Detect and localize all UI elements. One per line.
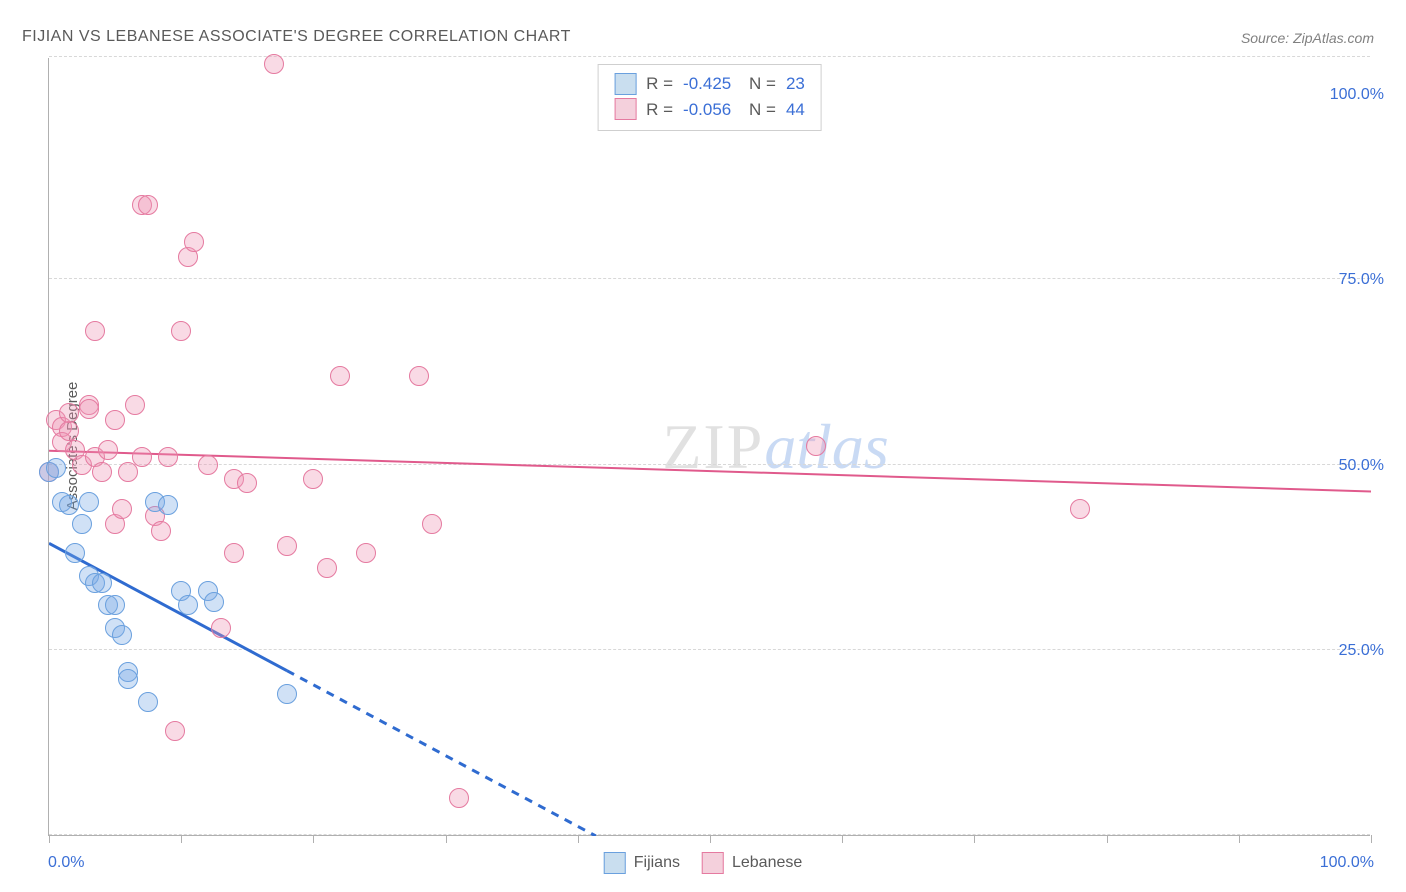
x-tick <box>974 835 975 843</box>
watermark: ZIPatlas <box>662 410 888 484</box>
trendline-fijians <box>287 671 596 836</box>
y-tick-label: 100.0% <box>1330 86 1384 104</box>
stat-n-label: N = <box>749 71 776 97</box>
data-point-fijians <box>112 625 132 645</box>
data-point-fijians <box>178 595 198 615</box>
legend-swatch <box>702 852 724 874</box>
gridline-h <box>49 56 1370 57</box>
y-tick-label: 50.0% <box>1339 457 1384 475</box>
data-point-lebanese <box>105 410 125 430</box>
x-tick <box>1239 835 1240 843</box>
correlation-stats-box: R = -0.425 N = 23 R = -0.056 N = 44 <box>597 64 822 131</box>
legend-item-lebanese: Lebanese <box>702 852 802 874</box>
x-tick <box>446 835 447 843</box>
legend-swatch <box>604 852 626 874</box>
stat-r-value: -0.056 <box>683 97 739 123</box>
data-point-fijians <box>46 458 66 478</box>
data-point-fijians <box>158 495 178 515</box>
data-point-fijians <box>65 543 85 563</box>
data-point-lebanese <box>317 558 337 578</box>
gridline-h <box>49 649 1370 650</box>
data-point-lebanese <box>98 440 118 460</box>
data-point-lebanese <box>409 366 429 386</box>
data-point-lebanese <box>277 536 297 556</box>
data-point-fijians <box>79 492 99 512</box>
data-point-lebanese <box>330 366 350 386</box>
legend-item-fijians: Fijians <box>604 852 680 874</box>
stats-swatch <box>614 73 636 95</box>
watermark-part1: ZIP <box>662 411 764 482</box>
data-point-lebanese <box>224 543 244 563</box>
stat-r-value: -0.425 <box>683 71 739 97</box>
legend-label: Lebanese <box>732 854 802 872</box>
data-point-lebanese <box>211 618 231 638</box>
data-point-lebanese <box>422 514 442 534</box>
stat-r-label: R = <box>646 71 673 97</box>
legend-label: Fijians <box>634 854 680 872</box>
data-point-lebanese <box>303 469 323 489</box>
data-point-lebanese <box>356 543 376 563</box>
gridline-h <box>49 278 1370 279</box>
data-point-lebanese <box>806 436 826 456</box>
data-point-lebanese <box>264 54 284 74</box>
legend: Fijians Lebanese <box>604 852 803 874</box>
x-tick <box>1371 835 1372 843</box>
gridline-h <box>49 464 1370 465</box>
data-point-lebanese <box>237 473 257 493</box>
stat-n-value: 23 <box>786 71 805 97</box>
chart-title: FIJIAN VS LEBANESE ASSOCIATE'S DEGREE CO… <box>22 28 571 46</box>
data-point-lebanese <box>171 321 191 341</box>
data-point-fijians <box>277 684 297 704</box>
y-tick-label: 75.0% <box>1339 271 1384 289</box>
x-tick <box>1107 835 1108 843</box>
x-axis-max-label: 100.0% <box>1320 854 1374 872</box>
data-point-lebanese <box>125 395 145 415</box>
trendline-fijians <box>49 543 287 670</box>
data-point-lebanese <box>79 399 99 419</box>
y-tick-label: 25.0% <box>1339 642 1384 660</box>
data-point-fijians <box>92 573 112 593</box>
watermark-part2: atlas <box>764 411 888 482</box>
data-point-lebanese <box>165 721 185 741</box>
x-tick <box>578 835 579 843</box>
data-point-lebanese <box>198 455 218 475</box>
stat-n-label: N = <box>749 97 776 123</box>
data-point-fijians <box>118 669 138 689</box>
x-axis-min-label: 0.0% <box>48 854 84 872</box>
data-point-fijians <box>138 692 158 712</box>
x-tick <box>181 835 182 843</box>
x-tick <box>313 835 314 843</box>
data-point-lebanese <box>1070 499 1090 519</box>
data-point-fijians <box>72 514 92 534</box>
data-point-lebanese <box>151 521 171 541</box>
data-point-lebanese <box>449 788 469 808</box>
trendlines-layer <box>49 58 1371 836</box>
data-point-lebanese <box>184 232 204 252</box>
stat-r-label: R = <box>646 97 673 123</box>
x-tick <box>842 835 843 843</box>
stat-n-value: 44 <box>786 97 805 123</box>
stats-row-fijians: R = -0.425 N = 23 <box>614 71 805 97</box>
data-point-lebanese <box>158 447 178 467</box>
data-point-lebanese <box>59 403 79 423</box>
stats-swatch <box>614 98 636 120</box>
data-point-fijians <box>105 595 125 615</box>
data-point-lebanese <box>138 195 158 215</box>
data-point-lebanese <box>92 462 112 482</box>
data-point-lebanese <box>85 321 105 341</box>
x-tick <box>49 835 50 843</box>
data-point-fijians <box>59 495 79 515</box>
data-point-lebanese <box>132 447 152 467</box>
data-point-lebanese <box>59 421 79 441</box>
source-attribution: Source: ZipAtlas.com <box>1241 30 1374 46</box>
data-point-fijians <box>204 592 224 612</box>
scatter-plot-area: ZIPatlas R = -0.425 N = 23 R = -0.056 N = 44 <box>48 58 1370 836</box>
data-point-lebanese <box>112 499 132 519</box>
x-tick <box>710 835 711 843</box>
stats-row-lebanese: R = -0.056 N = 44 <box>614 97 805 123</box>
